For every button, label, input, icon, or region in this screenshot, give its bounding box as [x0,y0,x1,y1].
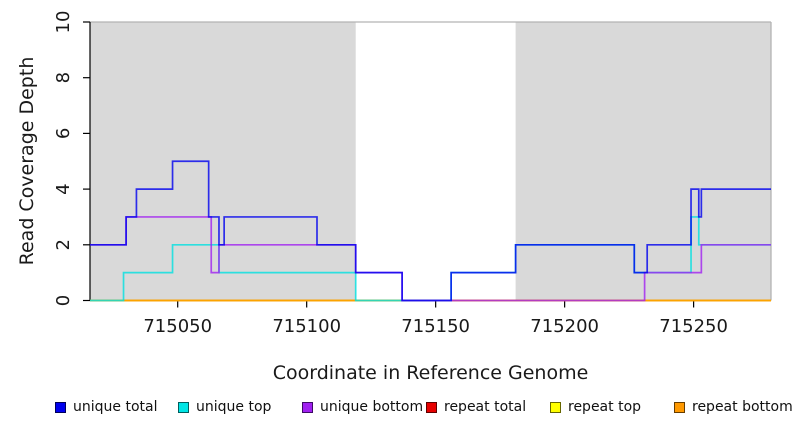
legend-item-repeat-top: repeat top [550,400,641,414]
y-axis-label: Read Coverage Depth [16,57,38,266]
legend-swatch-unique-bottom [302,401,313,413]
x-axis-label: Coordinate in Reference Genome [273,362,589,384]
legend-swatch-unique-total [55,401,66,413]
x-tick-label: 715250 [659,316,728,337]
legend-item-unique-top: unique top [178,400,271,414]
x-tick-label: 715200 [530,316,599,337]
legend-label: unique top [196,399,272,415]
legend-swatch-repeat-bottom [674,401,685,413]
y-tick-label: 0 [53,295,74,306]
legend-item-unique-bottom: unique bottom [302,400,423,414]
legend-label: unique bottom [320,399,424,415]
y-tick-label: 6 [53,128,74,139]
legend-item-unique-total: unique total [55,400,157,414]
x-tick-label: 715150 [401,316,470,337]
legend-label: repeat total [444,399,527,415]
shaded-region [90,22,356,301]
legend-label: repeat top [568,399,642,415]
x-tick-label: 715100 [272,316,341,337]
y-tick-label: 2 [53,239,74,250]
legend-label: repeat bottom [692,399,792,415]
legend-swatch-unique-top [178,401,189,413]
x-tick-label: 715050 [143,316,212,337]
y-tick-label: 4 [53,183,74,194]
y-tick-label: 8 [53,72,74,83]
shaded-region [515,22,771,301]
legend-swatch-repeat-total [426,401,437,413]
legend-item-repeat-bottom: repeat bottom [674,400,792,414]
legend-label: unique total [73,399,158,415]
legend-item-repeat-total: repeat total [426,400,526,414]
legend-swatch-repeat-top [550,401,561,413]
series-line-unique-total [90,160,771,302]
y-tick-label: 10 [53,11,74,34]
